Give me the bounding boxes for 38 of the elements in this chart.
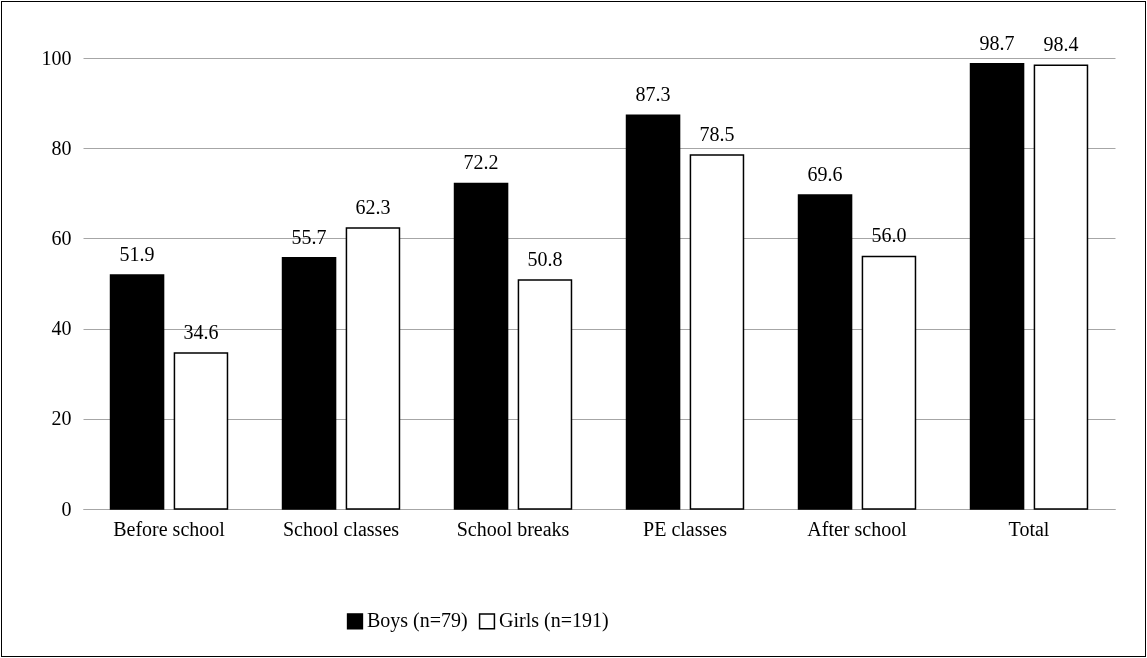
legend-label: Boys (n=79) — [367, 609, 468, 633]
x-tick-label: Total — [1008, 517, 1050, 540]
data-label: 98.4 — [1043, 33, 1079, 56]
x-tick-label: Before school — [113, 517, 226, 540]
data-label: 51.9 — [119, 242, 155, 265]
y-tick-label: 80 — [51, 136, 72, 159]
x-tick-label: School breaks — [456, 517, 570, 540]
data-label: 34.6 — [183, 320, 219, 343]
bar — [689, 154, 745, 510]
data-label: 69.6 — [807, 163, 843, 186]
bar — [625, 114, 681, 510]
data-label: 72.2 — [463, 151, 499, 174]
data-label: 98.7 — [979, 31, 1015, 54]
bar — [969, 63, 1025, 510]
data-label: 87.3 — [635, 83, 671, 106]
bar — [517, 279, 573, 510]
y-tick-label: 0 — [61, 497, 72, 520]
bar — [797, 194, 853, 510]
data-label: 50.8 — [527, 247, 563, 270]
legend-label: Girls (n=191) — [499, 609, 609, 633]
y-tick-label: 20 — [51, 407, 72, 430]
x-tick-label: PE classes — [643, 517, 728, 540]
y-tick-label: 60 — [51, 226, 72, 249]
data-label: 62.3 — [355, 196, 391, 219]
x-tick-label: After school — [807, 517, 908, 540]
x-tick-label: School classes — [282, 517, 400, 540]
bar — [173, 352, 229, 510]
data-label: 56.0 — [871, 224, 907, 247]
bar — [453, 182, 509, 510]
data-label: 55.7 — [291, 225, 327, 248]
y-tick-label: 100 — [41, 46, 72, 69]
bar — [281, 257, 337, 510]
bar — [109, 274, 165, 510]
bar — [345, 227, 401, 510]
bar — [1033, 64, 1089, 510]
data-label: 78.5 — [699, 122, 735, 145]
bar — [861, 255, 917, 510]
y-tick-label: 40 — [51, 317, 72, 340]
